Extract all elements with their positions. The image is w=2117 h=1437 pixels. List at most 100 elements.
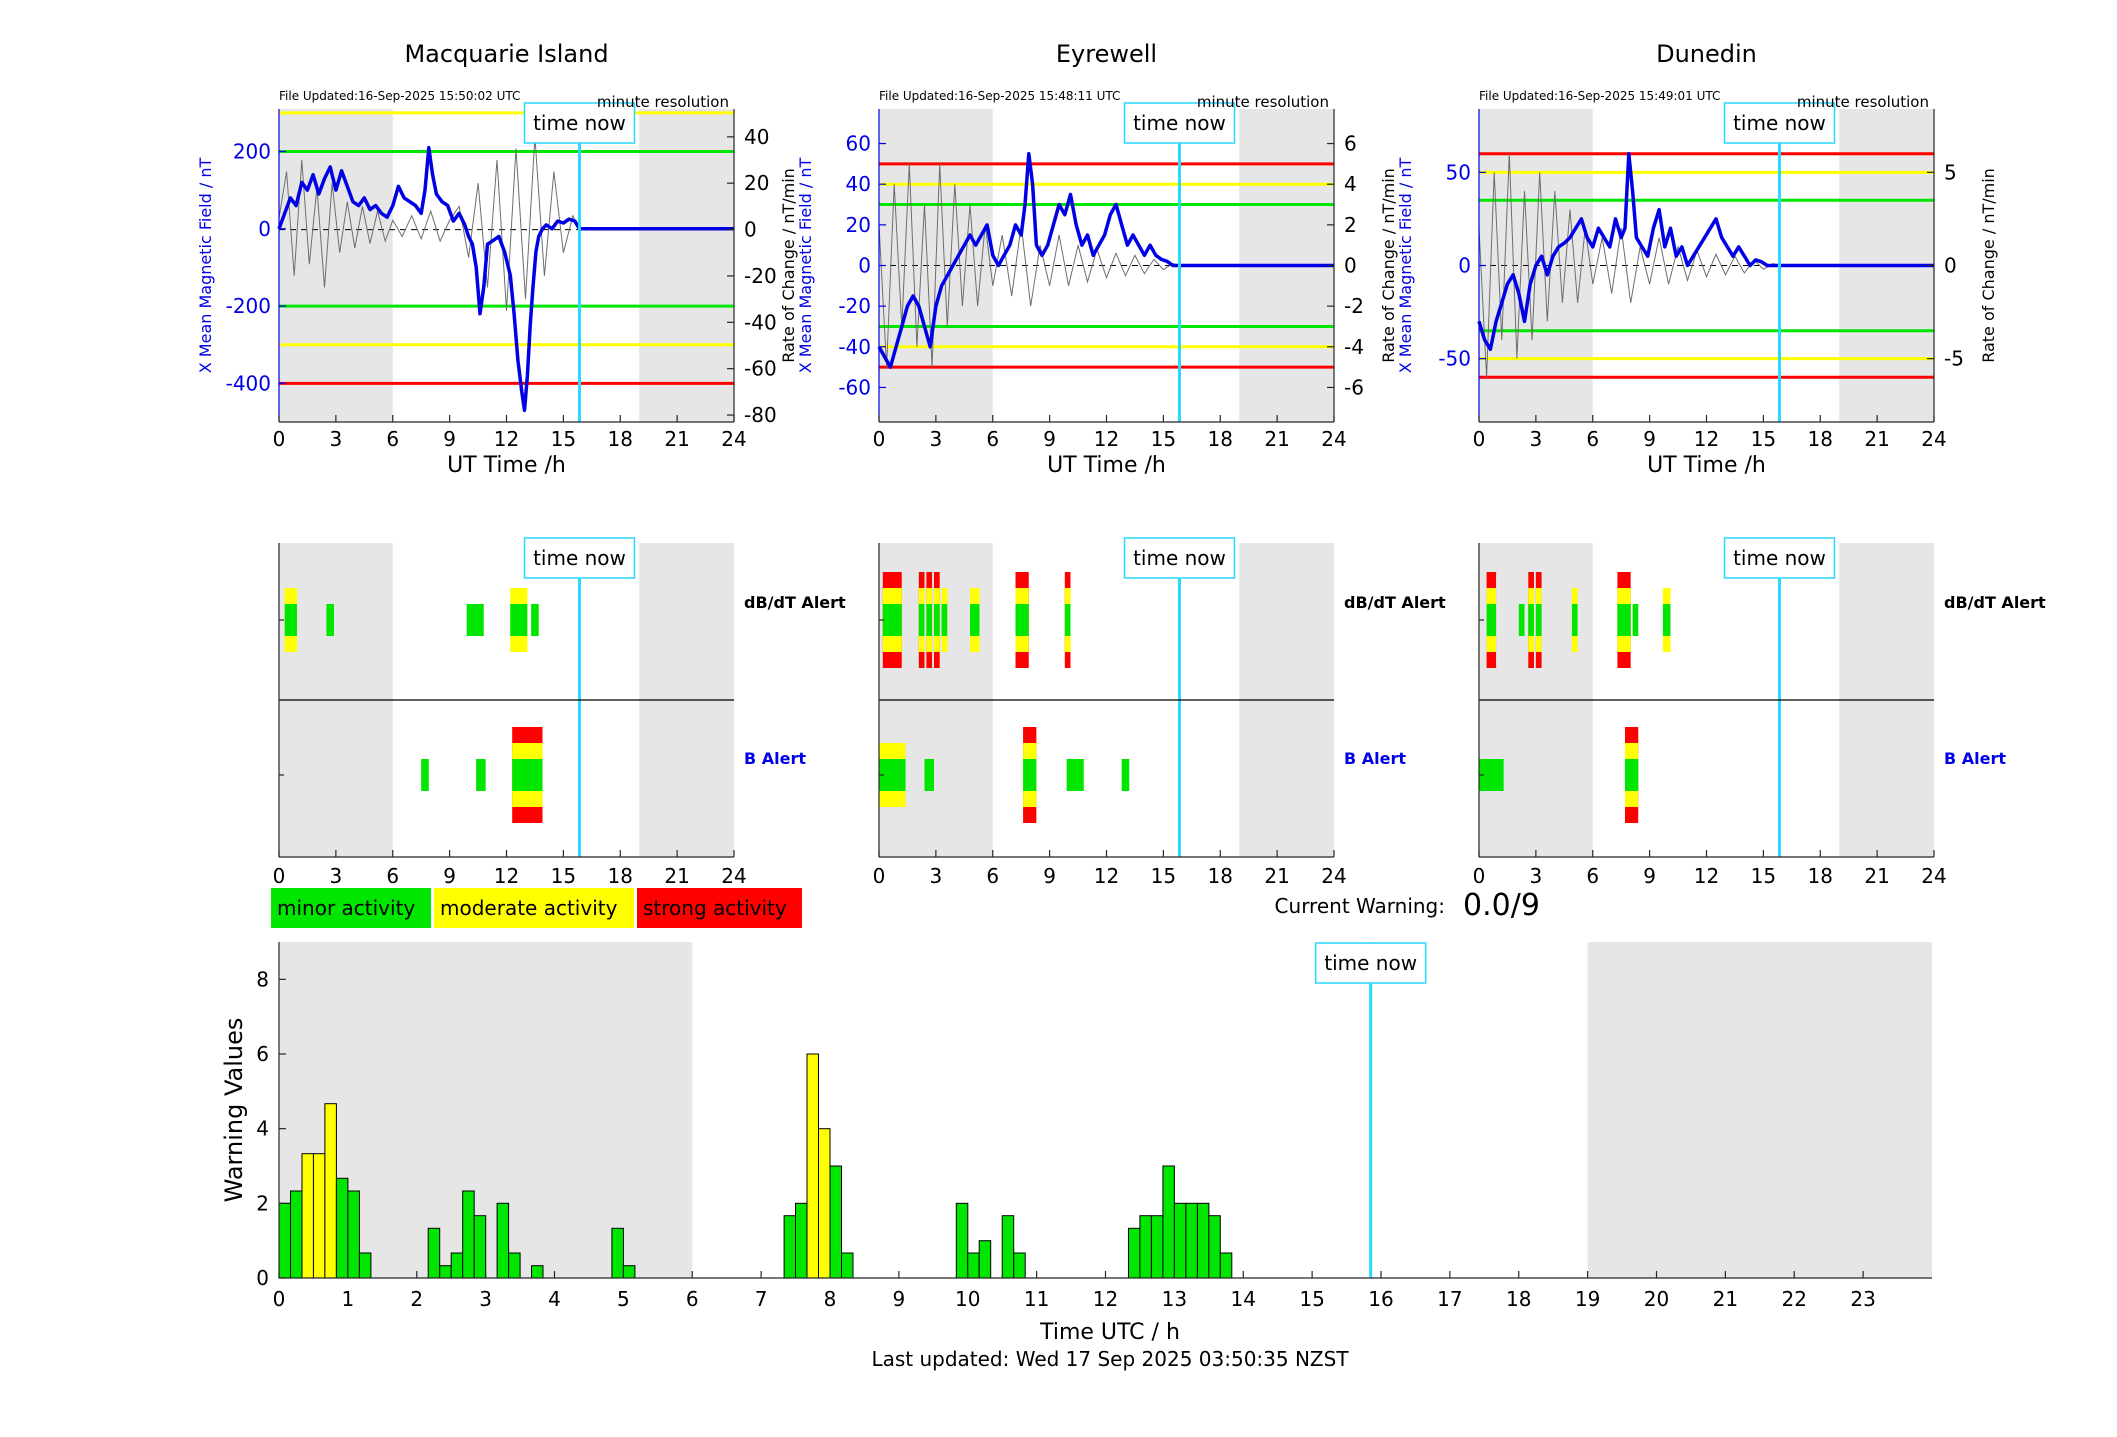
warning-bar	[978, 1240, 992, 1279]
b-alert-bar-minor	[1624, 759, 1639, 791]
legend-label-1: moderate activity	[440, 896, 618, 920]
rate-of-change-line	[278, 136, 580, 311]
x-tick-label: 0	[873, 427, 886, 451]
warning-bar	[278, 1202, 291, 1279]
y-tick-label: 6	[256, 1042, 269, 1066]
warning-bar	[1196, 1202, 1210, 1279]
left-tick-label: -40	[838, 335, 871, 359]
time-now-label: time now	[1133, 111, 1226, 135]
x-tick-label: 21	[1864, 427, 1889, 451]
dbdt-alert-label: dB/dT Alert	[1944, 593, 2046, 612]
warning-bar	[462, 1190, 475, 1279]
x-axis-label: UT Time /h	[1647, 453, 1766, 478]
warning-bar	[783, 1215, 797, 1279]
x-tick-label: 24	[721, 427, 746, 451]
warning-bar	[1001, 1215, 1015, 1279]
alert-chart: time now 0 3 6 9 12 15 18 21 24 dB/dT Alert B Alert	[873, 537, 1446, 888]
right-tick-label: -20	[744, 264, 777, 288]
x-tick-label: 15	[551, 864, 576, 888]
x-tick-label: 18	[1808, 864, 1833, 888]
warning-bar	[496, 1202, 510, 1279]
b-alert-bar-minor	[1023, 759, 1037, 791]
x-axis-label: Time UTC / h	[1039, 1320, 1180, 1345]
dbdt-alert-bar-minor	[933, 604, 940, 636]
warning-bar	[841, 1252, 854, 1279]
time-now-label-box	[1314, 942, 1427, 984]
dbdt-alert-bar-minor	[926, 604, 933, 636]
b-alert-bar-minor	[476, 759, 486, 791]
right-tick-label: 2	[1344, 213, 1357, 237]
b-alert-bar-minor	[1121, 759, 1130, 791]
x-tick-label: 24	[1321, 427, 1346, 451]
night-shading	[279, 109, 393, 422]
dbdt-alert-bar-minor	[1571, 604, 1578, 636]
right-tick-label: -4	[1344, 335, 1364, 359]
x-tick-label: 12	[1094, 427, 1119, 451]
resolution-text: minute resolution	[1197, 93, 1329, 111]
x-tick-label: 24	[721, 864, 746, 888]
left-tick-label: -200	[226, 294, 271, 318]
warning-bar	[1162, 1165, 1175, 1279]
right-axis-label: Rate of Change / nT/min	[1979, 168, 1998, 363]
x-tick-label: 6	[1586, 864, 1599, 888]
x-tick-label: 12	[1093, 1287, 1118, 1311]
x-tick-label: 18	[1506, 1287, 1531, 1311]
dbdt-alert-bar-minor	[510, 604, 528, 636]
warning-bar	[427, 1227, 441, 1279]
x-tick-label: 14	[1231, 1287, 1256, 1311]
left-axis-label: X Mean Magnetic Field / nT	[196, 158, 215, 374]
x-tick-label: 0	[273, 427, 286, 451]
time-now-label: time now	[1733, 111, 1826, 135]
legend-swatch-1	[434, 888, 634, 928]
x-tick-label: 17	[1437, 1287, 1462, 1311]
x-tick-label: 15	[1299, 1287, 1324, 1311]
b-alert-bar-minor	[421, 759, 429, 791]
activity-legend: minor activity moderate activity strong ac…	[271, 888, 1540, 928]
x-tick-label: 3	[479, 1287, 492, 1311]
time-now-label-box	[523, 537, 636, 579]
dbdt-alert-bar-minor	[1528, 604, 1534, 636]
x-axis-label: UT Time /h	[1047, 453, 1166, 478]
x-tick-label: 18	[608, 427, 633, 451]
x-tick-label: 6	[986, 427, 999, 451]
dbdt-alert-bar-minor	[531, 604, 539, 636]
x-tick-label: 1	[342, 1287, 355, 1311]
x-tick-label: 3	[930, 864, 943, 888]
warning-bar	[1185, 1202, 1198, 1279]
x-tick-label: 21	[664, 427, 689, 451]
station-title: Dunedin	[1656, 40, 1757, 68]
magnetic-field-line	[1477, 151, 1934, 352]
x-tick-label: 6	[386, 427, 399, 451]
x-tick-label: 0	[1473, 427, 1486, 451]
warning-bar	[301, 1153, 314, 1279]
x-tick-label: 21	[664, 864, 689, 888]
x-tick-label: 3	[930, 427, 943, 451]
time-now-label: time now	[1133, 546, 1226, 570]
dbdt-alert-bar-minor	[941, 604, 948, 636]
file-updated-text: File Updated:16-Sep-2025 15:48:11 UTC	[879, 89, 1120, 103]
rate-of-change-line	[878, 163, 1180, 368]
left-axis-label: X Mean Magnetic Field / nT	[1396, 158, 1415, 374]
x-tick-label: 18	[1808, 427, 1833, 451]
current-warning-label: Current Warning:	[1275, 894, 1445, 918]
x-tick-label: 21	[1864, 864, 1889, 888]
x-tick-label: 9	[1643, 427, 1656, 451]
x-tick-label: 9	[893, 1287, 906, 1311]
left-tick-label: -400	[226, 371, 271, 395]
x-tick-label: 5	[617, 1287, 630, 1311]
legend-label-2: strong activity	[643, 896, 787, 920]
x-tick-label: 15	[551, 427, 576, 451]
right-tick-label: 5	[1944, 160, 1957, 184]
right-tick-label: 0	[744, 218, 757, 242]
x-tick-label: 0	[273, 864, 286, 888]
warning-bar	[611, 1227, 624, 1279]
b-alert-label: B Alert	[1944, 749, 2006, 768]
x-tick-label: 3	[330, 427, 343, 451]
b-alert-label: B Alert	[1344, 749, 1406, 768]
dbdt-alert-bar-minor	[1662, 604, 1671, 636]
time-now-label: time now	[1733, 546, 1826, 570]
x-tick-label: 19	[1575, 1287, 1600, 1311]
legend-swatch-0	[271, 888, 431, 928]
